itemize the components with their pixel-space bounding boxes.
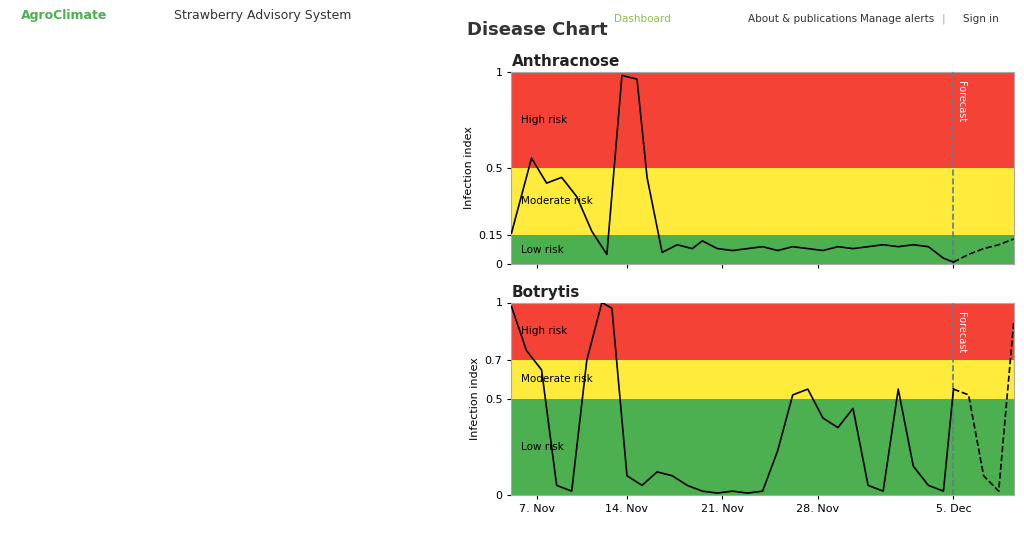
Text: Moderate risk: Moderate risk xyxy=(521,196,593,206)
Text: Low risk: Low risk xyxy=(521,245,564,255)
Text: Sign in: Sign in xyxy=(963,14,998,24)
Y-axis label: Infection index: Infection index xyxy=(464,126,474,209)
Bar xyxy=(511,72,1014,168)
Text: Disease Chart: Disease Chart xyxy=(467,21,608,38)
Text: Manage alerts: Manage alerts xyxy=(860,14,935,24)
Bar xyxy=(511,302,1014,360)
Text: Low risk: Low risk xyxy=(521,442,564,452)
Y-axis label: Infection index: Infection index xyxy=(470,358,480,440)
Text: AgroClimate: AgroClimate xyxy=(20,9,106,22)
Text: Forecast: Forecast xyxy=(956,312,966,354)
Text: Dashboard: Dashboard xyxy=(614,14,671,24)
Bar xyxy=(511,360,1014,399)
Text: Strawberry Advisory System: Strawberry Advisory System xyxy=(174,9,351,22)
Text: Moderate risk: Moderate risk xyxy=(521,375,593,384)
Bar xyxy=(511,235,1014,264)
Text: |: | xyxy=(942,14,946,25)
Text: Forecast: Forecast xyxy=(956,81,966,123)
Text: About & publications: About & publications xyxy=(748,14,857,24)
Text: High risk: High risk xyxy=(521,326,567,337)
Text: Botrytis: Botrytis xyxy=(511,285,580,300)
Text: High risk: High risk xyxy=(521,114,567,125)
Bar xyxy=(511,399,1014,495)
Text: Anthracnose: Anthracnose xyxy=(511,54,620,69)
Bar xyxy=(511,168,1014,235)
